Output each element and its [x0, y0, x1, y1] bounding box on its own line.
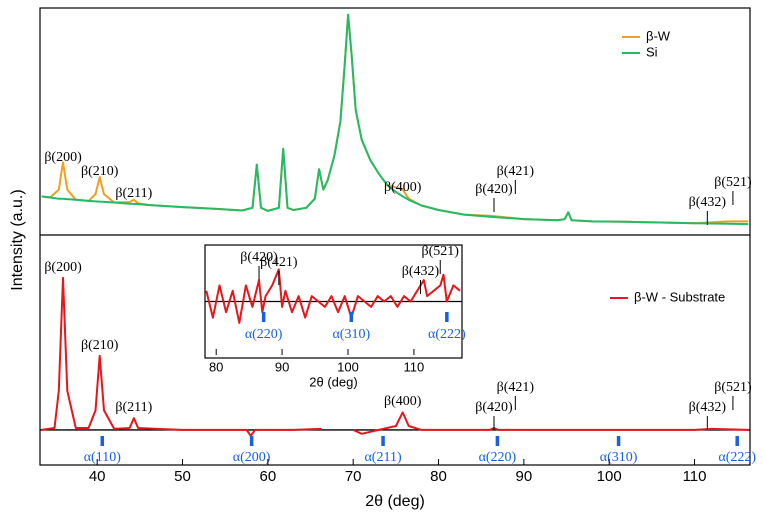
peak-label: β(432): [402, 264, 440, 279]
peak-label: β(200): [44, 150, 82, 165]
peak-label: β(420): [475, 400, 513, 415]
peak-label: β(420): [475, 182, 513, 197]
peak-label: β(432): [689, 195, 727, 210]
x-tick-label: 90: [275, 359, 289, 374]
x-tick-label: 80: [430, 468, 447, 485]
reflection-label: α(220): [479, 450, 517, 465]
legend-label: β-W - Substrate: [634, 289, 725, 304]
x-tick-label: 40: [89, 468, 106, 485]
reflection-label: α(211): [364, 450, 401, 465]
peak-label: β(521): [714, 380, 752, 395]
x-axis-label: 2θ (deg): [365, 493, 425, 510]
legend-label: Si: [646, 44, 658, 59]
x-tick-label: 80: [209, 359, 223, 374]
peak-label: β(400): [384, 394, 422, 409]
peak-label: β(211): [115, 400, 152, 415]
peak-label: β(210): [81, 338, 119, 353]
peak-label: β(432): [689, 400, 727, 415]
reflection-label: α(220): [245, 327, 283, 342]
reflection-label: α(110): [84, 450, 121, 465]
peak-label: β(421): [497, 380, 535, 395]
reflection-label: α(310): [600, 450, 638, 465]
legend-label: β-W: [646, 28, 671, 43]
x-tick-label: 90: [516, 468, 533, 485]
peak-label: β(420): [240, 250, 278, 265]
inset-x-label: 2θ (deg): [309, 374, 357, 389]
peak-label: β(421): [260, 255, 298, 270]
series-line: [205, 268, 461, 324]
x-tick-label: 100: [337, 359, 359, 374]
frame: [39, 7, 751, 466]
reflection-label: α(222): [428, 327, 466, 342]
peak-label: β(210): [81, 164, 119, 179]
x-tick-label: 50: [174, 468, 191, 485]
peak-label: β(421): [497, 164, 535, 179]
y-axis-label: Intensity (a.u.): [9, 189, 26, 290]
series-line: [41, 276, 749, 437]
x-tick-label: 60: [260, 468, 277, 485]
peak-label: β(200): [44, 260, 82, 275]
x-tick-label: 110: [404, 359, 425, 374]
reflection-label: α(310): [332, 327, 370, 342]
peak-label: β(521): [422, 244, 460, 259]
peak-label: β(400): [384, 180, 422, 195]
x-tick-label: 70: [345, 468, 362, 485]
reflection-label: α(200): [233, 450, 271, 465]
x-tick-label: 100: [597, 468, 622, 485]
reflection-label: α(222): [718, 450, 756, 465]
x-tick-label: 110: [683, 468, 707, 485]
peak-label: β(211): [115, 186, 152, 201]
peak-label: β(521): [714, 175, 752, 190]
series-line: [41, 13, 749, 226]
